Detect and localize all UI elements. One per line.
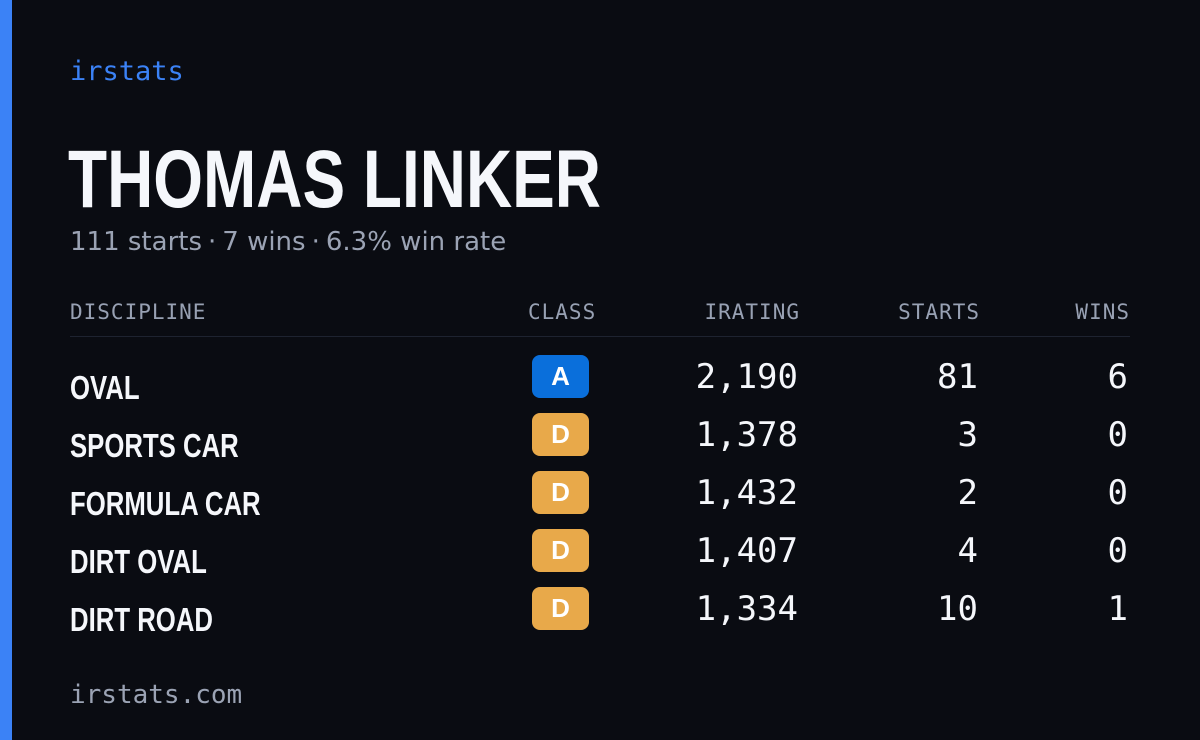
starts-value: 3 [957, 415, 978, 455]
discipline-name: OVAL [70, 369, 140, 406]
table-row: FORMULA CAR D 1,432 2 0 [70, 471, 1130, 529]
header-starts: STARTS [898, 300, 980, 324]
header-class: CLASS [528, 300, 597, 324]
class-badge: D [532, 529, 589, 572]
separator-dot: · [208, 227, 217, 257]
header-discipline: DISCIPLINE [70, 300, 207, 324]
class-badge: A [532, 355, 589, 398]
starts-summary: 111 starts [70, 227, 202, 257]
table-row: OVAL A 2,190 81 6 [70, 355, 1130, 413]
driver-summary: 111 starts · 7 wins · 6.3% win rate [70, 227, 506, 257]
starts-value: 2 [957, 473, 978, 513]
table-row: SPORTS CAR D 1,378 3 0 [70, 413, 1130, 471]
wins-summary: 7 wins [222, 227, 306, 257]
discipline-name: FORMULA CAR [70, 485, 261, 522]
irating-value: 1,334 [695, 589, 798, 629]
irating-value: 2,190 [695, 357, 798, 397]
starts-value: 81 [937, 357, 978, 397]
class-badge: D [532, 471, 589, 514]
wins-value: 6 [1107, 357, 1128, 397]
wins-value: 0 [1107, 531, 1128, 571]
irating-value: 1,432 [695, 473, 798, 513]
driver-name: THOMAS LINKER [68, 134, 601, 225]
separator-dot: · [311, 227, 320, 257]
footer-url[interactable]: irstats.com [70, 680, 243, 710]
header-irating: IRATING [704, 300, 800, 324]
wins-value: 0 [1107, 415, 1128, 455]
starts-value: 4 [957, 531, 978, 571]
accent-bar [0, 0, 12, 740]
irating-value: 1,378 [695, 415, 798, 455]
wins-value: 1 [1107, 589, 1128, 629]
class-badge: D [532, 413, 589, 456]
class-badge: D [532, 587, 589, 630]
stats-table: DISCIPLINE CLASS IRATING STARTS WINS OVA… [70, 298, 1130, 638]
header-wins: WINS [1075, 300, 1130, 324]
table-row: DIRT ROAD D 1,334 10 1 [70, 587, 1130, 645]
wins-value: 0 [1107, 473, 1128, 513]
brand-logo[interactable]: irstats [70, 56, 184, 87]
table-row: DIRT OVAL D 1,407 4 0 [70, 529, 1130, 587]
table-header: DISCIPLINE CLASS IRATING STARTS WINS [70, 298, 1130, 337]
discipline-name: SPORTS CAR [70, 427, 239, 464]
winrate-summary: 6.3% win rate [325, 227, 507, 257]
starts-value: 10 [937, 589, 978, 629]
irating-value: 1,407 [695, 531, 798, 571]
discipline-name: DIRT OVAL [70, 543, 207, 580]
discipline-name: DIRT ROAD [70, 601, 213, 638]
